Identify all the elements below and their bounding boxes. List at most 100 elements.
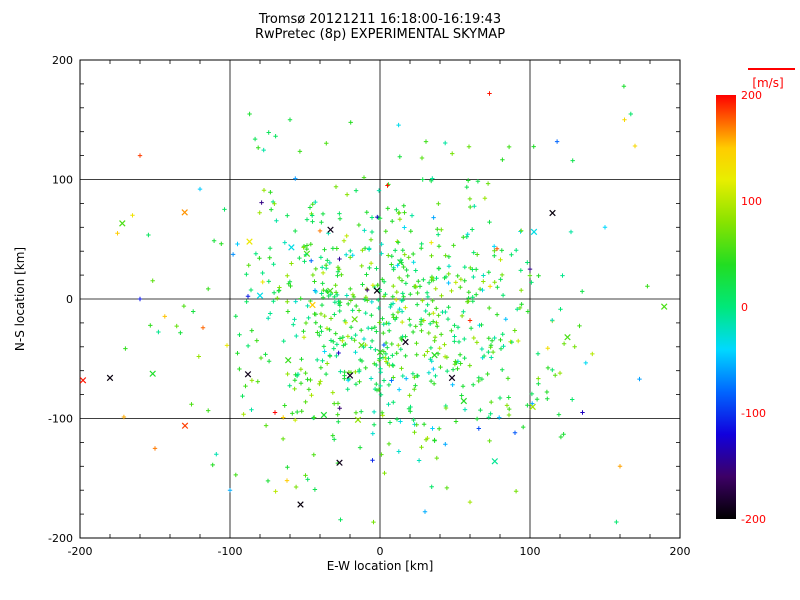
scatter-point [568, 229, 574, 235]
scatter-point [275, 296, 280, 301]
scatter-point [498, 277, 503, 282]
scatter-point [333, 290, 339, 295]
scatter-point [485, 181, 491, 186]
scatter-point [287, 383, 292, 388]
scatter-point [297, 501, 304, 508]
scatter-point [386, 356, 391, 361]
scatter-point [394, 417, 400, 422]
scatter-point [602, 225, 608, 230]
scatter-point [536, 376, 541, 381]
scatter-point [318, 365, 324, 370]
scatter-point [237, 366, 242, 372]
scatter-point [403, 305, 408, 310]
scatter-point [512, 430, 518, 435]
scatter-point [334, 342, 340, 347]
scatter-point [299, 409, 304, 414]
scatter-point [206, 286, 211, 292]
scatter-point [421, 318, 426, 323]
scatter-point [461, 235, 466, 240]
scatter-point [432, 338, 437, 343]
scatter-point [263, 423, 269, 428]
scatter-point [391, 375, 396, 380]
scatter-point [449, 328, 454, 333]
scatter-point [514, 248, 519, 253]
scatter-point [306, 387, 312, 392]
scatter-point [359, 263, 364, 269]
scatter-point [245, 343, 251, 349]
scatter-point [281, 415, 286, 420]
scatter-point [506, 412, 512, 418]
scatter-point [492, 244, 497, 249]
scatter-point [466, 290, 471, 295]
scatter-point [453, 419, 459, 424]
scatter-point [271, 290, 277, 295]
scatter-point [324, 141, 329, 146]
scatter-point [467, 318, 473, 323]
scatter-point [430, 426, 435, 431]
scatter-point [545, 365, 551, 371]
scatter-point [245, 294, 251, 299]
scatter-point [312, 311, 317, 317]
scatter-point [402, 210, 407, 215]
scatter-point [313, 320, 318, 325]
scatter-point [266, 130, 271, 135]
scatter-point [344, 233, 349, 239]
scatter-point [474, 292, 479, 297]
scatter-point [200, 325, 206, 330]
scatter-point [371, 519, 376, 525]
scatter-point [426, 330, 431, 336]
scatter-point [391, 315, 396, 320]
scatter-point [390, 353, 395, 358]
scatter-point [206, 408, 211, 413]
scatter-point [340, 335, 346, 340]
scatter-point [408, 292, 413, 297]
scatter-point [412, 430, 417, 435]
scatter-point [404, 267, 409, 273]
scatter-point [345, 378, 351, 383]
scatter-point [414, 352, 419, 357]
scatter-point [381, 322, 386, 327]
scatter-point [303, 399, 308, 405]
scatter-point [381, 330, 386, 336]
scatter-point [446, 280, 451, 286]
scatter-point [477, 286, 483, 292]
scatter-point [272, 201, 277, 206]
scatter-point [442, 275, 447, 281]
scatter-point [310, 219, 315, 224]
scatter-point [390, 362, 395, 368]
scatter-point [400, 373, 405, 379]
scatter-point [336, 419, 341, 424]
scatter-point [289, 261, 294, 266]
scatter-point [439, 227, 444, 232]
scatter-point [197, 186, 203, 192]
scatter-point [443, 253, 448, 258]
scatter-point [577, 323, 582, 329]
scatter-point [427, 312, 432, 317]
scatter-point [318, 255, 324, 260]
scatter-point [368, 345, 373, 350]
scatter-point [379, 410, 385, 415]
scatter-point [362, 228, 367, 233]
scatter-point [292, 378, 298, 383]
scatter-point [353, 382, 359, 387]
scatter-point [330, 246, 336, 251]
scatter-point [580, 410, 585, 415]
scatter-point [230, 252, 236, 257]
scatter-point [325, 361, 330, 366]
scatter-point [382, 470, 387, 476]
scatter-point [332, 300, 338, 305]
scatter-point [431, 311, 436, 316]
y-tick-label: 200 [52, 54, 73, 67]
scatter-point [400, 298, 406, 303]
scatter-point [333, 184, 339, 189]
scatter-point [397, 275, 402, 281]
scatter-point [235, 241, 240, 247]
scatter-point [301, 245, 306, 250]
scatter-point [248, 287, 254, 293]
scatter-point [415, 302, 420, 307]
scatter-point [331, 339, 336, 344]
scatter-point [498, 346, 504, 351]
scatter-point [345, 334, 351, 339]
scatter-point [482, 196, 488, 201]
scatter-point [327, 327, 332, 332]
